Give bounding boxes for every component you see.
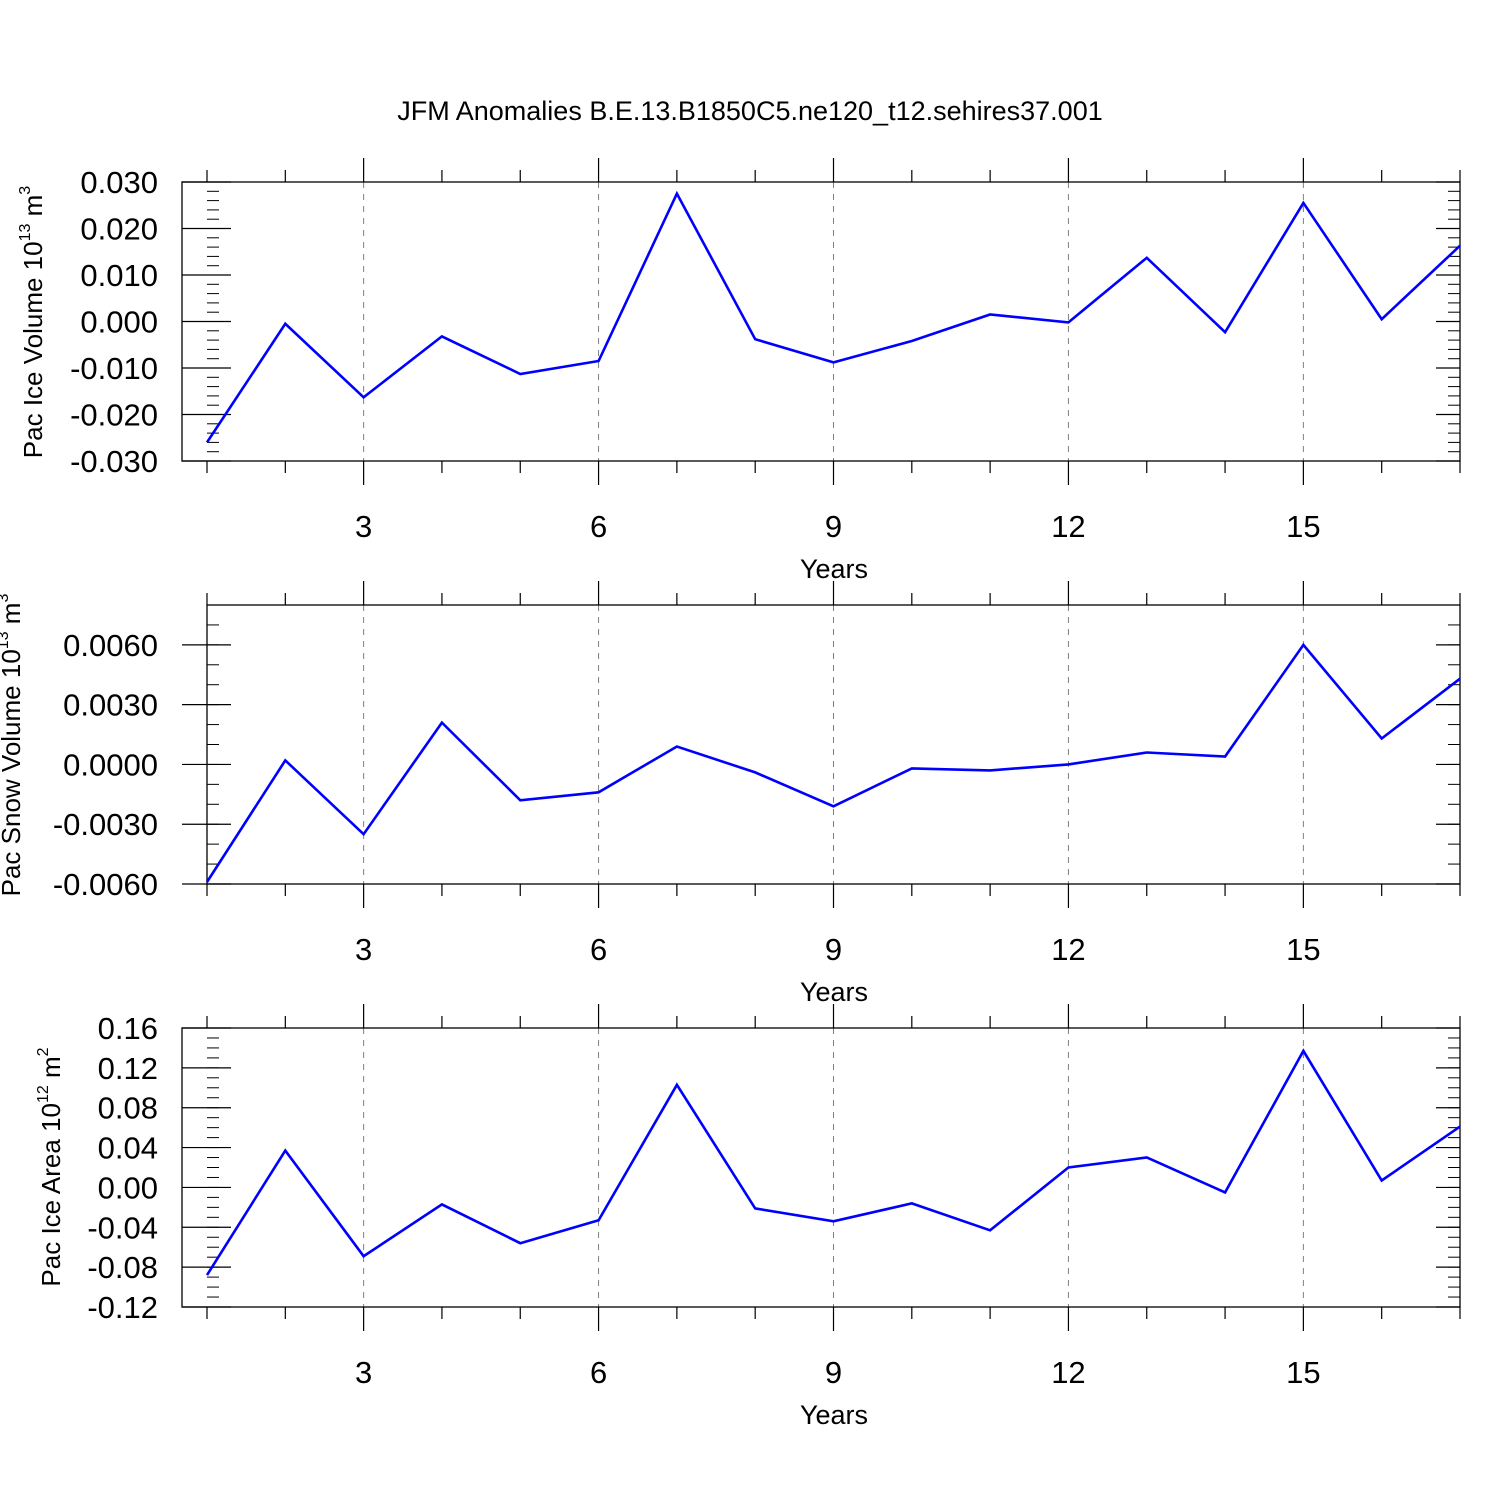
y-tick-labels: 0.0060 0.0030 0.0000 -0.0030 -0.0060 <box>53 628 158 902</box>
y-tick-label: 0.0060 <box>63 628 158 663</box>
y-tick-label: 0.08 <box>98 1091 158 1126</box>
y-tick-label: 0.0000 <box>63 747 158 782</box>
y-tick-label: 0.16 <box>98 1011 158 1046</box>
panel-ice-area: 0.16 0.12 0.08 0.04 0.00 -0.04 -0.08 -0.12 3 6 9 1… <box>35 1004 1461 1430</box>
plot-frame <box>181 181 1461 462</box>
y-axis-label-exponent: 13 <box>17 223 34 241</box>
axis-ticks <box>182 158 1461 485</box>
x-tick-label: 3 <box>355 932 372 967</box>
x-tick-label: 9 <box>825 509 842 544</box>
y-axis-label: Pac Ice Volume 1013 m3 <box>17 186 48 459</box>
x-tick-labels: 3 6 9 12 15 <box>355 1355 1321 1390</box>
x-tick-label: 15 <box>1286 932 1320 967</box>
y-axis-label: Pac Snow Volume 1013 m3 <box>0 594 26 897</box>
panel-snow-volume: 0.0060 0.0030 0.0000 -0.0030 -0.0060 3 6 9 12 15… <box>0 581 1461 1007</box>
x-tick-label: 9 <box>825 932 842 967</box>
y-axis-label-exponent: 13 <box>0 631 12 649</box>
y-tick-label: 0.020 <box>80 212 158 247</box>
x-tick-labels: 3 6 9 12 15 <box>355 932 1321 967</box>
x-tick-label: 15 <box>1286 1355 1320 1390</box>
y-axis-label-unit: m <box>0 603 26 632</box>
x-tick-label: 6 <box>590 1355 607 1390</box>
y-tick-label: 0.12 <box>98 1051 158 1086</box>
y-axis-label: Pac Ice Area 1012 m2 <box>35 1047 66 1286</box>
x-tick-label: 15 <box>1286 509 1320 544</box>
x-tick-label: 9 <box>825 1355 842 1390</box>
y-tick-label: -0.04 <box>87 1210 158 1245</box>
y-tick-labels: 0.030 0.020 0.010 0.000 -0.010 -0.020 -0.030 <box>70 165 158 479</box>
y-axis-label-unit: m <box>36 1056 66 1085</box>
y-tick-label: 0.030 <box>80 165 158 200</box>
panel-ice-volume: 0.030 0.020 0.010 0.000 -0.010 -0.020 -0.030 3… <box>17 158 1461 584</box>
y-tick-label: 0.0030 <box>63 688 158 723</box>
x-tick-label: 3 <box>355 509 372 544</box>
y-axis-label-prefix: Pac Ice Volume 10 <box>18 241 48 458</box>
y-axis-label-prefix: Pac Ice Area 10 <box>36 1103 66 1287</box>
plot-frame <box>181 1027 1461 1308</box>
x-axis-label: Years <box>800 554 868 584</box>
y-tick-label: -0.12 <box>87 1290 158 1325</box>
y-axis-label-unit: m <box>18 195 48 224</box>
y-tick-label: -0.08 <box>87 1250 158 1285</box>
x-axis-label: Years <box>800 1400 868 1430</box>
axis-ticks <box>182 1004 1461 1331</box>
y-tick-label: -0.030 <box>70 444 158 479</box>
y-tick-label: -0.020 <box>70 398 158 433</box>
grid-lines <box>363 182 1304 461</box>
x-axis-label: Years <box>800 977 868 1007</box>
x-tick-labels: 3 6 9 12 15 <box>355 509 1321 544</box>
y-tick-label: 0.000 <box>80 305 158 340</box>
y-axis-label-exponent: 12 <box>35 1085 52 1103</box>
y-tick-label: -0.0030 <box>53 807 158 842</box>
x-tick-label: 6 <box>590 509 607 544</box>
y-axis-label-unit-exponent: 3 <box>0 594 12 603</box>
y-tick-label: 0.00 <box>98 1170 158 1205</box>
x-tick-label: 12 <box>1051 509 1085 544</box>
y-tick-label: 0.010 <box>80 258 158 293</box>
chart-title: JFM Anomalies B.E.13.B1850C5.ne120_t12.s… <box>397 96 1102 126</box>
x-tick-label: 6 <box>590 932 607 967</box>
x-tick-label: 12 <box>1051 932 1085 967</box>
y-tick-labels: 0.16 0.12 0.08 0.04 0.00 -0.04 -0.08 -0.12 <box>87 1011 158 1325</box>
grid-lines <box>363 1028 1304 1307</box>
x-tick-label: 12 <box>1051 1355 1085 1390</box>
y-tick-label: -0.010 <box>70 351 158 386</box>
y-tick-label: 0.04 <box>98 1131 158 1166</box>
axis-ticks <box>182 581 1461 908</box>
y-axis-label-prefix: Pac Snow Volume 10 <box>0 649 26 896</box>
y-axis-label-unit-exponent: 2 <box>35 1047 52 1056</box>
y-axis-label-unit-exponent: 3 <box>17 186 34 195</box>
y-tick-label: -0.0060 <box>53 867 158 902</box>
x-tick-label: 3 <box>355 1355 372 1390</box>
grid-lines <box>363 605 1304 884</box>
